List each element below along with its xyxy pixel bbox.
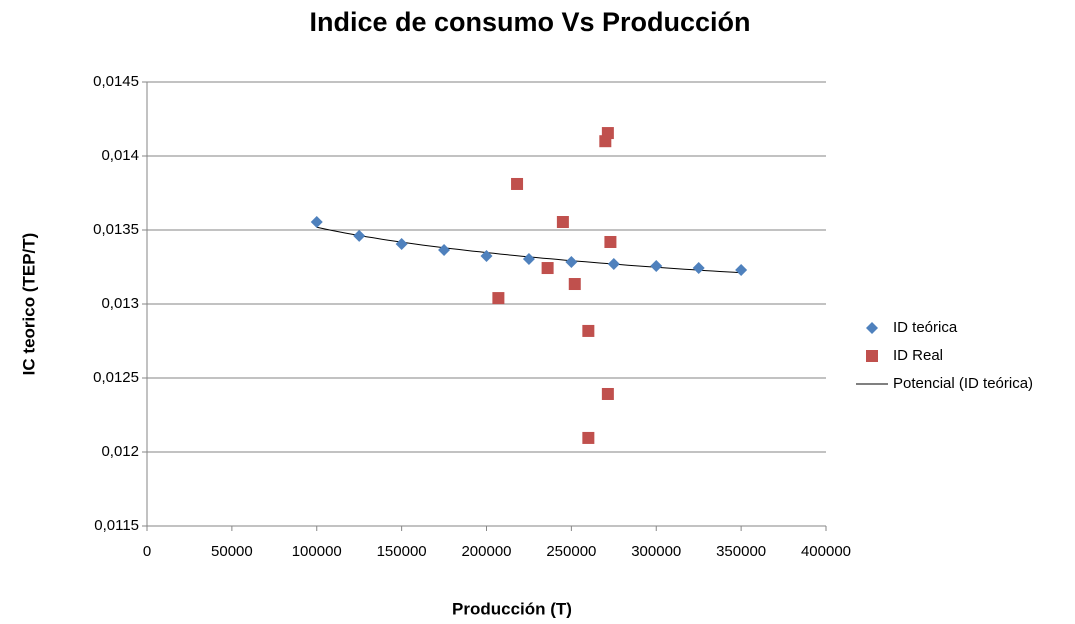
- x-tick-label: 50000: [211, 543, 253, 560]
- y-tick-label: 0,0145: [93, 73, 139, 90]
- point: [556, 216, 569, 229]
- point: [511, 177, 524, 190]
- point: [568, 278, 581, 291]
- point: [601, 387, 614, 400]
- x-tick-label: 350000: [716, 543, 766, 560]
- legend-marker: [866, 350, 878, 362]
- x-tick-label: 100000: [292, 543, 342, 560]
- legend-marker: [866, 322, 878, 334]
- y-tick-label: 0,0135: [93, 221, 139, 238]
- trendline: [316, 226, 742, 274]
- point: [604, 235, 617, 248]
- point: [735, 263, 748, 276]
- y-tick-label: 0,0125: [93, 369, 139, 386]
- point: [438, 243, 451, 256]
- x-tick-label: 0: [143, 543, 151, 560]
- y-tick-label: 0,0115: [94, 517, 139, 534]
- point: [492, 292, 505, 305]
- legend-label: Potencial (ID teórica): [893, 375, 1033, 392]
- point: [601, 127, 614, 140]
- x-tick-label: 150000: [377, 543, 427, 560]
- point: [582, 431, 595, 444]
- x-tick-label: 250000: [546, 543, 596, 560]
- point: [607, 258, 620, 271]
- x-tick-label: 400000: [801, 543, 851, 560]
- point: [353, 229, 366, 242]
- legend-label: ID Real: [893, 347, 943, 364]
- x-tick-label: 300000: [631, 543, 681, 560]
- x-tick-label: 200000: [461, 543, 511, 560]
- point: [310, 216, 323, 229]
- y-tick-label: 0,012: [101, 443, 139, 460]
- point: [395, 238, 408, 251]
- point: [565, 255, 578, 268]
- x-axis-label: Producción (T): [452, 599, 572, 618]
- y-tick-label: 0,014: [101, 147, 139, 164]
- point: [650, 259, 663, 272]
- y-tick-label: 0,013: [101, 295, 139, 312]
- point: [582, 324, 595, 337]
- point: [522, 253, 535, 266]
- point: [480, 250, 493, 263]
- legend-label: ID teórica: [893, 319, 958, 336]
- y-axis-label: IC teorico (TEP/T): [19, 233, 38, 376]
- chart-title: Indice de consumo Vs Producción: [309, 7, 750, 37]
- point: [692, 262, 705, 275]
- point: [541, 262, 554, 275]
